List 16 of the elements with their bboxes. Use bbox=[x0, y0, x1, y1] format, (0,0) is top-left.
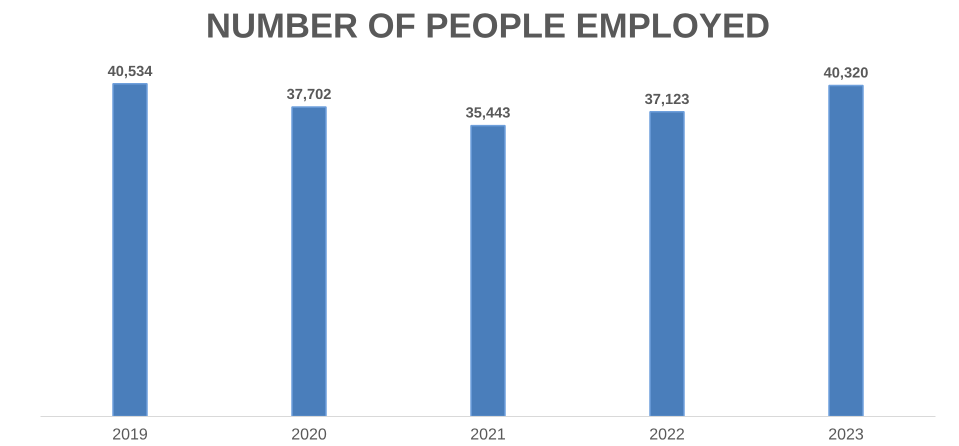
x-tick-label: 2020 bbox=[291, 426, 327, 444]
data-label: 37,123 bbox=[644, 92, 690, 108]
data-label: 40,320 bbox=[824, 66, 868, 82]
x-tick-label: 2021 bbox=[470, 426, 506, 444]
bar bbox=[112, 83, 148, 416]
data-label: 37,702 bbox=[286, 87, 332, 104]
x-tick-label: 2023 bbox=[828, 426, 864, 444]
data-label: 35,443 bbox=[466, 106, 510, 122]
bar bbox=[649, 111, 685, 416]
bar bbox=[291, 106, 327, 416]
data-label: 40,534 bbox=[108, 64, 154, 80]
bar bbox=[828, 84, 864, 416]
bar bbox=[470, 124, 506, 416]
x-tick-label: 2022 bbox=[649, 426, 685, 444]
chart-title: NUMBER OF PEOPLE EMPLOYED bbox=[206, 8, 770, 46]
x-tick-label: 2019 bbox=[112, 426, 148, 444]
